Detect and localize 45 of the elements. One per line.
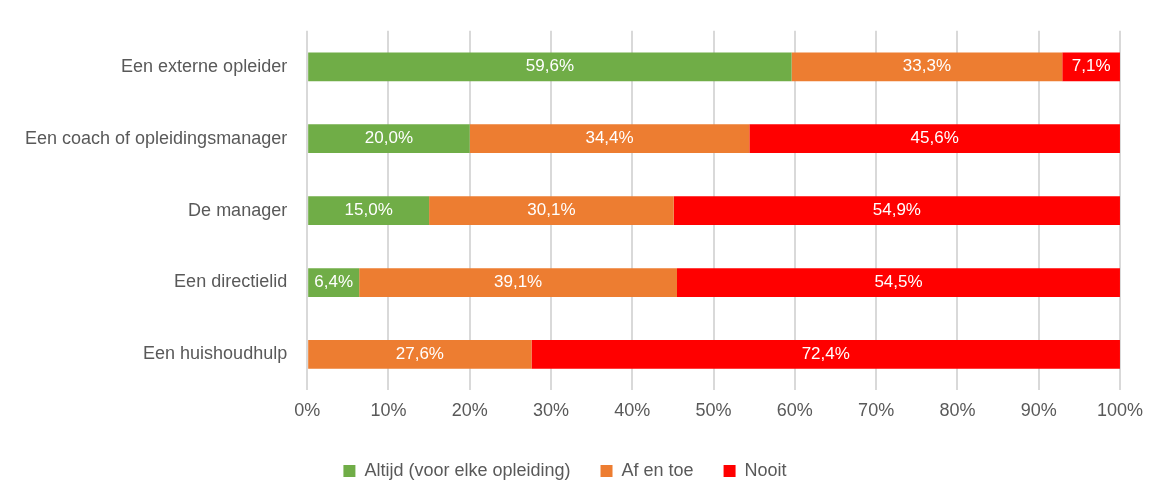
data-label: 30,1% <box>527 200 576 220</box>
data-label: 59,6% <box>525 56 574 76</box>
y-tick-label: Een huishoudhulp <box>143 343 288 364</box>
y-tick-label: Een externe opleider <box>121 55 288 76</box>
bar <box>308 340 532 369</box>
bar <box>429 196 674 225</box>
x-tick-label: 100% <box>1096 400 1143 421</box>
bar <box>673 196 1120 225</box>
x-tick-label: 10% <box>370 400 407 421</box>
x-tick-label: 30% <box>533 400 570 421</box>
x-tick-label: 90% <box>1020 400 1057 421</box>
bar <box>531 340 1120 369</box>
bar <box>469 124 750 154</box>
bar <box>749 124 1120 154</box>
data-label: 54,9% <box>872 200 921 220</box>
data-label: 33,3% <box>902 56 952 76</box>
data-label: 15,0% <box>344 200 393 220</box>
data-label: 39,1% <box>494 272 543 292</box>
data-label: 54,5% <box>874 272 923 292</box>
bar <box>308 52 792 82</box>
y-tick-label: Een directielid <box>174 271 288 292</box>
data-label: 45,6% <box>910 128 959 148</box>
x-tick-label: 40% <box>614 400 651 421</box>
x-tick-label: 60% <box>776 400 813 421</box>
bar <box>308 196 430 225</box>
legend-label: Nooit <box>744 459 787 480</box>
x-tick-label: 70% <box>858 400 895 421</box>
data-label: 34,4% <box>585 128 634 148</box>
x-tick-label: 50% <box>695 400 732 421</box>
x-tick-label: 80% <box>939 400 976 421</box>
data-label: 7,1% <box>1071 56 1111 76</box>
data-label: 6,4% <box>314 272 354 292</box>
legend-label: Altijd (voor elke opleiding) <box>364 459 571 480</box>
y-tick-label: De manager <box>188 199 288 220</box>
data-label: 72,4% <box>801 344 850 364</box>
x-tick-label: 0% <box>294 400 321 421</box>
legend-label: Af en toe <box>621 459 694 480</box>
bar <box>308 124 470 154</box>
data-label: 20,0% <box>364 128 414 148</box>
y-tick-label: Een coach of opleidingsmanager <box>24 127 288 148</box>
bar <box>791 52 1063 82</box>
x-tick-label: 20% <box>451 400 488 421</box>
bar <box>677 268 1120 297</box>
data-label: 27,6% <box>395 344 444 364</box>
bar <box>359 268 677 297</box>
